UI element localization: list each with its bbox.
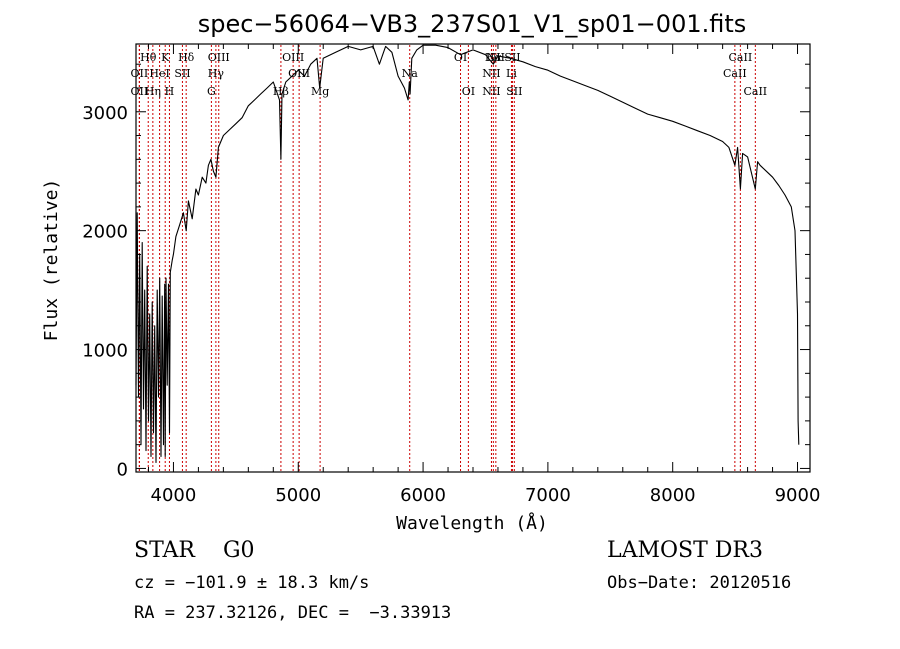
x-tick-label: 5000 [275,485,321,506]
spectral-line-label: CaII [743,85,767,98]
redshift-velocity-label: cz = −101.9 ± 18.3 km/s [134,573,370,593]
spectrum-series-line [135,44,800,464]
x-tick-label: 6000 [400,485,446,506]
spectral-line-label: Hη [145,85,161,98]
y-tick-label: 3000 [82,103,128,124]
spectral-line-label: NII [482,85,500,98]
y-tick-label: 2000 [82,222,128,243]
spectral-line-label: SII [504,51,520,64]
spectral-line-label: OIII [282,51,304,64]
spectral-line-label: Li [506,67,517,80]
spectral-line-label: OIII [288,67,310,80]
y-tick-label: 0 [117,459,128,480]
spectral-line-label: NII [482,67,500,80]
spectral-line-label: NII [487,51,505,64]
spectral-line-label: SII [174,67,190,80]
survey-label: LAMOST DR3 [607,538,763,563]
chart-title: spec−56064−VB3_237S01_V1_sp01−001.fits [198,10,747,38]
spectral-line-label: Na [402,67,419,80]
spectral-line-label: OI [462,85,475,98]
spectral-line-label: G [207,85,216,98]
x-axis-label: Wavelength (Å) [396,512,548,534]
spectral-line-label: OII [131,67,149,80]
x-tick-label: 9000 [775,485,821,506]
x-tick-label: 8000 [650,485,696,506]
spectral-line-markers [138,45,756,471]
spectral-line-label: Hθ [140,51,157,64]
spectral-line-label: Hδ [178,51,195,64]
object-class-label: STAR G0 [134,538,255,563]
x-tick-label: 4000 [151,485,197,506]
x-tick-label: 7000 [525,485,571,506]
spectral-line-label: SII [506,85,522,98]
observation-date-label: Obs−Date: 20120516 [607,573,792,593]
spectral-line-label: H [165,85,175,98]
spectral-line-label: CaII [723,67,747,80]
spectral-line-label: Hγ [208,67,225,80]
y-tick-label: 1000 [82,341,128,362]
spectral-line-label: OII [131,85,149,98]
spectral-line-label: Hβ [273,85,289,98]
coordinates-label: RA = 237.32126, DEC = −3.33913 [134,603,452,623]
spectral-line-label: Mg [311,85,329,98]
spectral-line-label: CaII [729,51,753,64]
y-axis-label: Flux (relative) [41,179,62,342]
spectral-line-label: HeI [149,67,169,80]
spectral-line-label: K [161,51,170,64]
plot-frame [135,43,811,473]
axes: 4000 5000 6000 7000 8000 9000 0 1000 2000 3000 [82,44,820,506]
spectral-line-label: OIII [208,51,230,64]
spectral-line-label: Hα [485,51,503,64]
spectral-line-label: OI [454,51,467,64]
